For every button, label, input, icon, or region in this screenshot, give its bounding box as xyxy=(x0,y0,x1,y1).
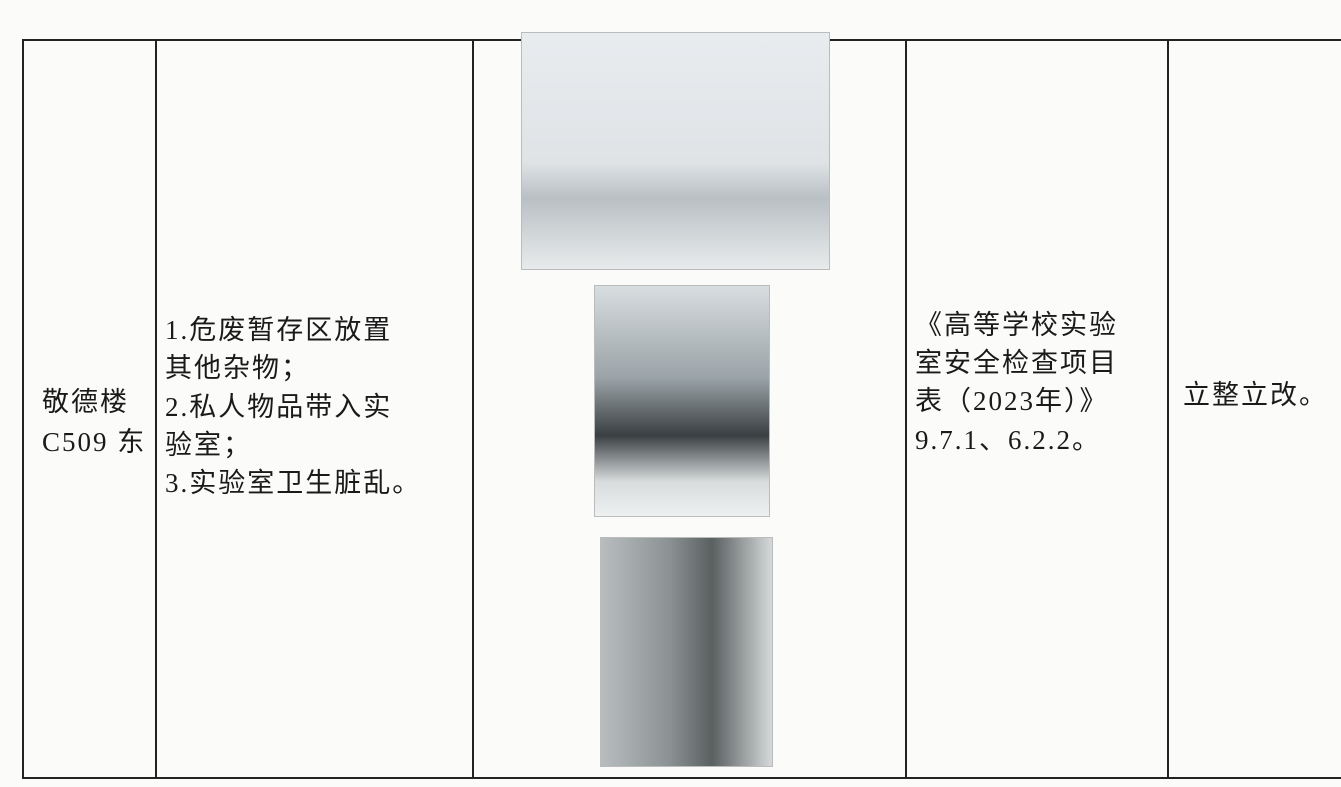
cell-text: 3.实验室卫生脏乱。 xyxy=(165,468,422,498)
cell-text: 9.7.1、6.2.2。 xyxy=(915,425,1101,455)
cell-text: 敬德楼 xyxy=(42,387,129,417)
column-divider xyxy=(1167,39,1169,779)
cell-text: 验室； xyxy=(165,430,252,460)
cell-text: 《高等学校实验 xyxy=(915,310,1118,340)
table-border-bottom xyxy=(22,777,1341,779)
cell-text: 其他杂物； xyxy=(165,353,310,383)
cell-text: 2.私人物品带入实 xyxy=(165,392,393,422)
photo xyxy=(521,32,830,270)
column-divider xyxy=(155,39,157,779)
photo xyxy=(600,537,773,767)
column-divider xyxy=(905,39,907,779)
column-divider xyxy=(472,39,474,779)
table-border-left xyxy=(22,39,24,779)
cell-text: 表（2023年）》 xyxy=(915,386,1109,416)
photo xyxy=(594,285,770,517)
cell-text: 室安全检查项目 xyxy=(915,348,1118,378)
cell-text: 立整立改。 xyxy=(1183,380,1328,410)
cell-text: C509 东 xyxy=(42,427,147,457)
cell-text: 1.危废暂存区放置 xyxy=(165,315,393,345)
